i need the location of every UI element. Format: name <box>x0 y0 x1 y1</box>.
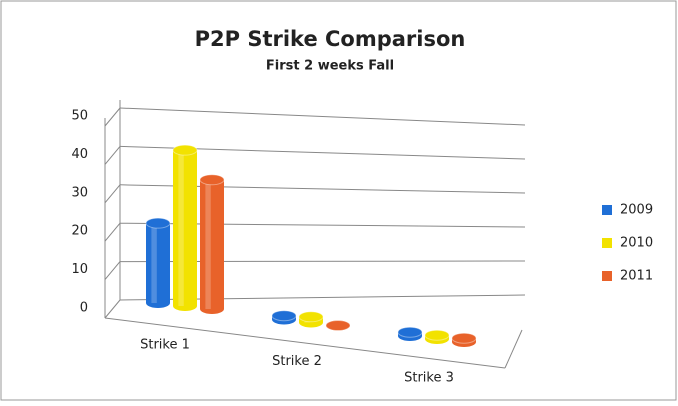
cylinder <box>271 310 297 325</box>
cylinder <box>325 320 351 331</box>
cylinder <box>145 217 171 308</box>
cylinder-top <box>271 310 297 322</box>
bar <box>200 179 224 309</box>
grid-line <box>119 107 526 126</box>
y-tick-label: 40 <box>71 147 88 162</box>
cylinder-top <box>451 332 477 344</box>
bar <box>146 223 170 303</box>
cylinder <box>424 329 450 344</box>
y-tick-label: 30 <box>71 185 88 200</box>
cylinder <box>172 144 198 311</box>
side-grid-line <box>104 107 121 127</box>
legend-swatch <box>602 238 612 248</box>
chart-subtitle: First 2 weeks Fall <box>266 59 394 74</box>
cylinder-top <box>145 217 171 229</box>
axes-frame <box>104 100 523 369</box>
floor-right-edge <box>504 329 523 369</box>
cylinder-top <box>424 329 450 341</box>
side-grid-line <box>104 261 121 280</box>
legend-label: 2009 <box>620 203 653 218</box>
cylinder <box>451 332 477 347</box>
bar-shade <box>178 150 184 306</box>
cylinder-top <box>172 144 198 156</box>
cylinder <box>397 326 423 341</box>
bar <box>173 150 197 306</box>
y-tick-label: 20 <box>71 224 88 239</box>
y-tick-label: 10 <box>71 262 88 277</box>
x-tick-label: Strike 2 <box>272 354 322 369</box>
cylinder-top <box>199 174 225 186</box>
side-grid-line <box>104 222 121 242</box>
legend-swatch <box>602 205 612 215</box>
cylinder <box>298 311 324 328</box>
legend-label: 2010 <box>620 236 653 251</box>
bar-shade <box>151 223 157 303</box>
cylinder-top <box>325 320 351 331</box>
y-tick-label: 50 <box>71 109 88 124</box>
side-grid-line <box>104 299 121 319</box>
x-tick-label: Strike 3 <box>404 371 454 386</box>
cylinder-top <box>298 311 324 323</box>
side-grid-line <box>104 146 121 165</box>
x-tick-label: Strike 1 <box>140 338 190 353</box>
side-grid-line <box>104 184 121 204</box>
bar-shade <box>205 179 211 309</box>
cylinder-top <box>397 326 423 338</box>
floor-front-edge <box>104 317 506 369</box>
cylinder <box>199 174 225 314</box>
y-tick-label: 0 <box>80 301 88 316</box>
legend-swatch <box>602 271 612 281</box>
legend-label: 2011 <box>620 269 653 284</box>
chart-title: P2P Strike Comparison <box>195 27 466 51</box>
